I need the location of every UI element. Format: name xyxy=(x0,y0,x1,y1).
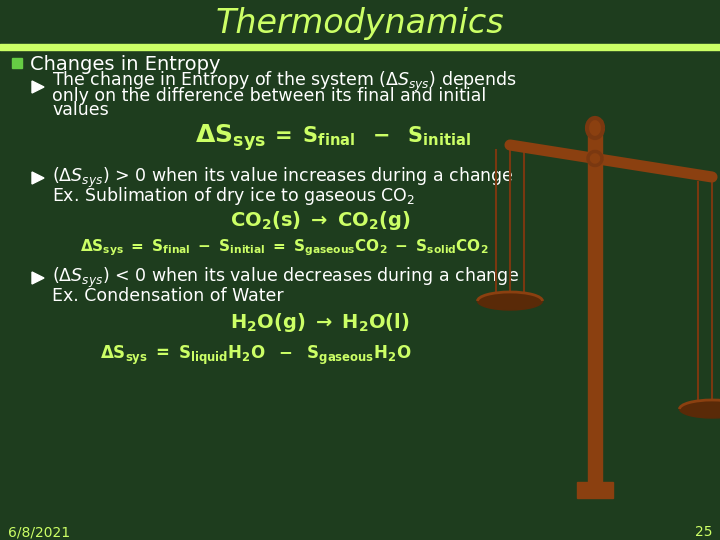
Bar xyxy=(12,58,22,68)
Text: Ex. Condensation of Water: Ex. Condensation of Water xyxy=(52,287,284,305)
Text: 25: 25 xyxy=(695,525,712,539)
Text: ($\Delta S_{sys}$) < 0 when its value decreases during a change: ($\Delta S_{sys}$) < 0 when its value de… xyxy=(52,266,520,290)
Text: $\mathbf{\Delta S_{sys}}$: $\mathbf{\Delta S_{sys}}$ xyxy=(195,123,266,153)
Text: The change in Entropy of the system ($\Delta S_{sys}$) depends: The change in Entropy of the system ($\D… xyxy=(52,70,517,94)
Text: ($\Delta S_{sys}$) > 0 when its value increases during a change: ($\Delta S_{sys}$) > 0 when its value in… xyxy=(52,166,514,190)
Text: Changes in Entropy: Changes in Entropy xyxy=(30,55,220,73)
Ellipse shape xyxy=(680,400,720,418)
Bar xyxy=(588,120,602,490)
Text: $\mathbf{\Delta S_{sys} \ = \ S_{final} \ - \ S_{initial} \ = \ S_{gaseous}CO_2 : $\mathbf{\Delta S_{sys} \ = \ S_{final} … xyxy=(80,238,489,258)
Polygon shape xyxy=(32,172,44,184)
Polygon shape xyxy=(32,81,44,93)
Text: Thermodynamics: Thermodynamics xyxy=(216,8,504,40)
Ellipse shape xyxy=(477,292,542,310)
Text: values: values xyxy=(52,101,109,119)
Bar xyxy=(577,482,613,498)
Text: $\mathbf{CO_2(s) \ \rightarrow \ CO_2(g)}$: $\mathbf{CO_2(s) \ \rightarrow \ CO_2(g)… xyxy=(230,208,410,232)
Text: Ex. Sublimation of dry ice to gaseous CO$_2$: Ex. Sublimation of dry ice to gaseous CO… xyxy=(52,185,415,207)
Text: $\mathbf{= \ S_{final} \ \ - \ \ S_{initial}}$: $\mathbf{= \ S_{final} \ \ - \ \ S_{init… xyxy=(270,124,471,148)
Text: $\mathbf{H_2O(g) \ \rightarrow \ H_2O(l)}$: $\mathbf{H_2O(g) \ \rightarrow \ H_2O(l)… xyxy=(230,312,410,334)
Text: 6/8/2021: 6/8/2021 xyxy=(8,525,70,539)
Text: only on the difference between its final and initial: only on the difference between its final… xyxy=(52,87,486,105)
Text: $\mathbf{\Delta S_{sys} \ = \ S_{liquid}H_2O \ \ - \ \ S_{gaseous}H_2O}$: $\mathbf{\Delta S_{sys} \ = \ S_{liquid}… xyxy=(100,343,411,367)
Polygon shape xyxy=(32,272,44,284)
